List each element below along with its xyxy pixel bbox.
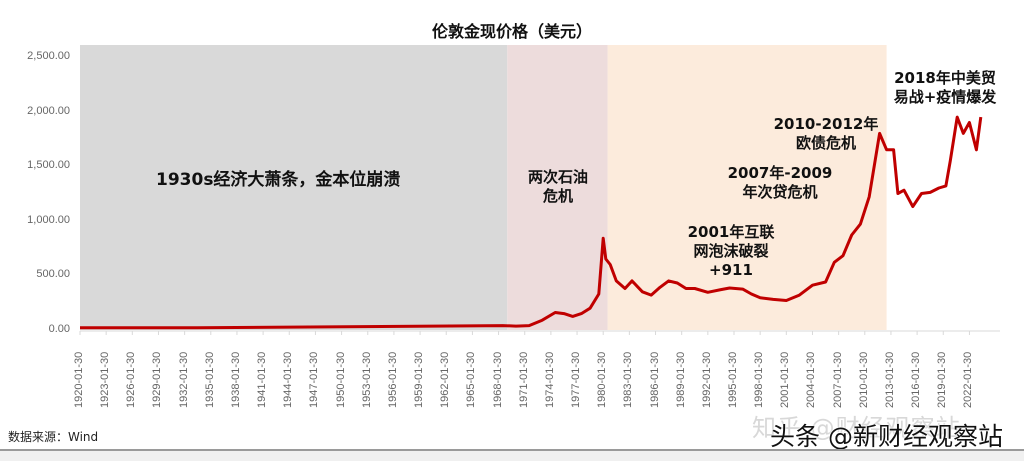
x-tick-label: 1938-01-30 [229, 351, 242, 408]
x-tick-label: 1932-01-30 [177, 351, 190, 408]
y-tick-label: 2,000.00 [27, 104, 70, 117]
x-tick-label: 1971-01-30 [517, 351, 530, 408]
period-band-1 [507, 45, 608, 330]
x-tick-label: 2013-01-30 [883, 351, 896, 408]
x-tick-label: 1992-01-30 [700, 351, 713, 408]
x-tick-label: 1998-01-30 [753, 351, 766, 408]
x-tick-label: 2007-01-30 [831, 351, 844, 408]
annotation-subprime: 2007年-2009 年次贷危机 [727, 164, 833, 201]
y-tick-label: 0.00 [48, 323, 70, 335]
y-tick-label: 500.00 [36, 268, 70, 281]
x-tick-label: 1929-01-30 [151, 351, 164, 408]
data-source-label: 数据来源：Wind [8, 430, 99, 444]
x-tick-label: 2004-01-30 [805, 351, 818, 408]
y-tick-label: 1,500.00 [27, 159, 70, 172]
x-tick-label: 1953-01-30 [360, 351, 373, 408]
y-tick-label: 1,000.00 [27, 213, 70, 226]
x-axis-tick-marks [79, 331, 970, 335]
annotation-oil-crisis: 两次石油 危机 [527, 168, 588, 205]
period-band-0 [80, 45, 508, 330]
x-tick-label: 1962-01-30 [439, 351, 452, 408]
chart-title: 伦敦金现价格（美元） [431, 22, 592, 41]
x-tick-label: 1941-01-30 [256, 351, 269, 408]
y-tick-label: 2,500.00 [27, 50, 70, 62]
x-tick-label: 1959-01-30 [413, 351, 426, 408]
x-tick-label: 1950-01-30 [334, 351, 347, 408]
x-tick-label: 1995-01-30 [727, 351, 739, 408]
x-tick-label: 1923-01-30 [99, 351, 112, 408]
x-tick-label: 1920-01-30 [73, 351, 85, 408]
x-tick-label: 2016-01-30 [910, 351, 923, 408]
x-tick-label: 1989-01-30 [674, 351, 687, 408]
x-tick-label: 1935-01-30 [203, 351, 216, 408]
annotation-euro-debt: 2010-2012年 欧债危机 [773, 115, 879, 152]
bottom-divider [0, 449, 1024, 461]
x-tick-label: 1983-01-30 [622, 351, 635, 408]
toutiao-watermark: 头条 @新财经观察站 [770, 422, 1003, 451]
x-tick-label: 1956-01-30 [386, 351, 399, 408]
x-tick-label: 1947-01-30 [308, 351, 321, 408]
x-tick-label: 2010-01-30 [857, 351, 870, 408]
x-tick-label: 1944-01-30 [282, 351, 295, 408]
x-tick-label: 1980-01-30 [596, 351, 609, 408]
period-band-2 [607, 45, 887, 330]
x-tick-label: 2001-01-30 [779, 351, 792, 408]
annotation-trade-war: 2018年中美贸 易战+疫情爆发 [893, 69, 997, 106]
x-tick-label: 1965-01-30 [465, 351, 478, 408]
gold-price-line [80, 115, 983, 330]
annotation-depression: 1930s经济大萧条，金本位崩溃 [156, 170, 401, 190]
period-bands [80, 45, 887, 330]
zhihu-watermark: 知乎 @财经观察站 [752, 414, 961, 442]
x-tick-label: 1986-01-30 [648, 351, 661, 408]
x-tick-label: 1926-01-30 [125, 351, 138, 408]
x-tick-label: 2022-01-30 [962, 351, 975, 408]
x-tick-label: 2019-01-30 [936, 351, 949, 408]
x-tick-label: 1968-01-30 [491, 351, 504, 408]
x-tick-label: 1974-01-30 [543, 351, 556, 408]
annotation-dotcom: 2001年互联 网泡沫破裂 +911 [687, 223, 775, 279]
x-tick-label: 1977-01-30 [570, 351, 583, 408]
